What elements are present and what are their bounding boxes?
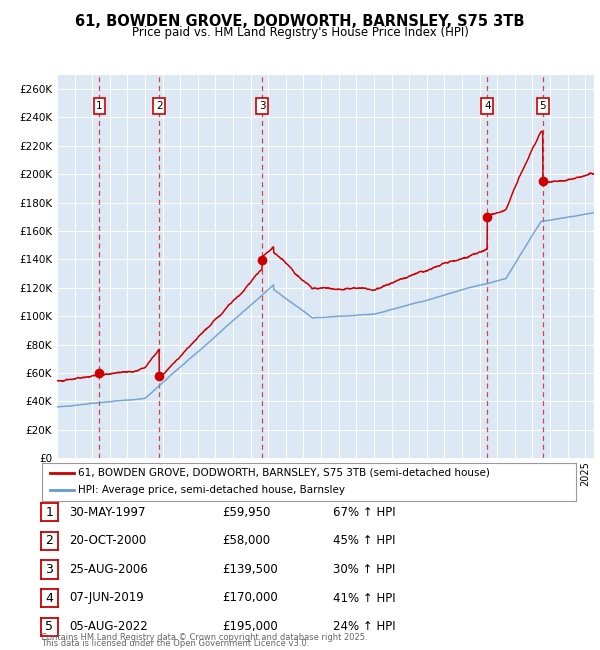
Text: 3: 3 [259,101,265,111]
Text: 5: 5 [45,620,53,633]
Text: 45% ↑ HPI: 45% ↑ HPI [333,534,395,547]
Text: £59,950: £59,950 [222,506,271,519]
Text: 2: 2 [45,534,53,547]
Text: £58,000: £58,000 [222,534,270,547]
Text: 1: 1 [45,506,53,519]
Text: £139,500: £139,500 [222,563,278,576]
Text: 30% ↑ HPI: 30% ↑ HPI [333,563,395,576]
Text: 61, BOWDEN GROVE, DODWORTH, BARNSLEY, S75 3TB (semi-detached house): 61, BOWDEN GROVE, DODWORTH, BARNSLEY, S7… [79,468,490,478]
Text: 4: 4 [484,101,491,111]
Text: 25-AUG-2006: 25-AUG-2006 [69,563,148,576]
Text: 1: 1 [96,101,103,111]
Text: 61, BOWDEN GROVE, DODWORTH, BARNSLEY, S75 3TB: 61, BOWDEN GROVE, DODWORTH, BARNSLEY, S7… [75,14,525,29]
Text: 67% ↑ HPI: 67% ↑ HPI [333,506,395,519]
Text: 07-JUN-2019: 07-JUN-2019 [69,592,144,604]
Text: £195,000: £195,000 [222,620,278,633]
Text: 05-AUG-2022: 05-AUG-2022 [69,620,148,633]
Text: 24% ↑ HPI: 24% ↑ HPI [333,620,395,633]
Text: This data is licensed under the Open Government Licence v3.0.: This data is licensed under the Open Gov… [41,639,309,648]
Text: 2: 2 [156,101,163,111]
Text: 20-OCT-2000: 20-OCT-2000 [69,534,146,547]
Text: 30-MAY-1997: 30-MAY-1997 [69,506,146,519]
Text: HPI: Average price, semi-detached house, Barnsley: HPI: Average price, semi-detached house,… [79,486,346,495]
Text: Contains HM Land Registry data © Crown copyright and database right 2025.: Contains HM Land Registry data © Crown c… [41,632,367,642]
Text: Price paid vs. HM Land Registry's House Price Index (HPI): Price paid vs. HM Land Registry's House … [131,26,469,39]
Text: 4: 4 [45,592,53,604]
Text: 41% ↑ HPI: 41% ↑ HPI [333,592,395,604]
Text: £170,000: £170,000 [222,592,278,604]
Text: 5: 5 [539,101,546,111]
Text: 3: 3 [45,563,53,576]
